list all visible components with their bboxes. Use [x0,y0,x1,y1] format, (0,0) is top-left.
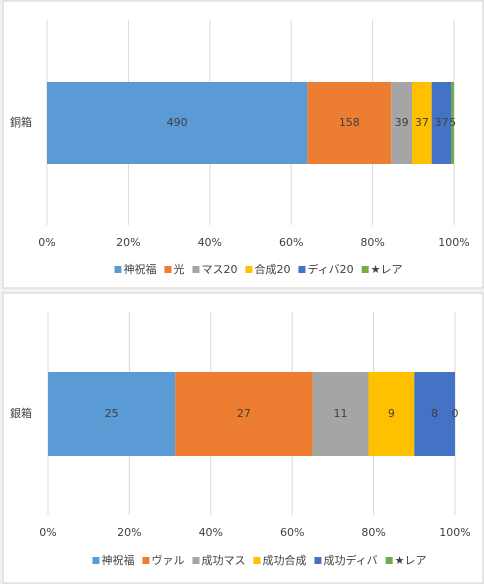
legend-swatch [245,266,253,273]
x-tick-label: 0% [38,236,55,249]
legend-swatch [298,266,306,273]
x-tick-label: 20% [116,236,140,249]
legend-label: ★レア [371,263,403,276]
legend-label: ヴァル [151,553,184,567]
bar-segment [175,372,313,456]
legend-label: 神祝福 [123,262,156,276]
x-tick-label: 20% [117,526,141,539]
legend-label: ★レア [395,554,427,567]
legend-swatch [164,266,172,273]
x-tick-label: 60% [279,236,303,249]
bar-segment [391,82,413,164]
legend-swatch [114,266,122,273]
legend-label: 成功ディバ [323,553,377,567]
data-label: 490 [167,116,188,129]
bar-segment [47,82,308,164]
legend-label: 成功合成 [262,553,306,567]
data-label: 158 [339,116,360,129]
bar-segment [451,82,454,164]
x-tick-label: 40% [199,526,223,539]
data-label: 5 [449,116,456,129]
x-tick-label: 100% [438,236,469,249]
bar-segment [48,372,176,456]
data-label: 0 [452,407,459,420]
legend-label: 神祝福 [101,553,134,567]
x-tick-label: 60% [280,526,304,539]
bar-segment [368,372,415,456]
legend-swatch [192,266,200,273]
legend-swatch [385,557,393,564]
legend-label: 合成20 [254,262,290,276]
legend-swatch [361,266,369,273]
bar-segment [412,82,432,164]
legend-label: ディバ20 [307,262,353,276]
data-label: 11 [334,407,348,420]
bar-segment [307,82,392,164]
legend-label: 成功マス [201,554,245,567]
data-label: 25 [105,407,119,420]
legend-swatch [142,557,150,564]
data-label: 37 [415,116,429,129]
x-tick-label: 80% [361,526,385,539]
data-label: 27 [237,407,251,420]
legend: 神祝福 光 マス20 合成20 ディバ20 ★レア [114,262,403,276]
legend-swatch [253,557,261,564]
legend-label: 光 [173,262,184,276]
x-tick-label: 100% [439,526,470,539]
legend-swatch [192,557,200,564]
bar-segment [431,82,452,164]
data-label: 37 [435,116,449,129]
legend-swatch [314,557,322,564]
bar-segment [312,372,369,456]
category-label: 銅箱 [10,115,32,129]
bar-segment [414,372,455,456]
x-tick-label: 80% [360,236,384,249]
x-tick-label: 0% [39,526,56,539]
legend-swatch [92,557,100,564]
data-label: 9 [388,407,395,420]
data-label: 39 [395,116,409,129]
data-label: 8 [431,407,438,420]
legend: 神祝福 ヴァル 成功マス 成功合成 成功ディバ ★レア [92,553,427,567]
legend-label: マス20 [201,263,237,276]
x-tick-label: 40% [198,236,222,249]
category-label: 銀箱 [10,406,32,420]
